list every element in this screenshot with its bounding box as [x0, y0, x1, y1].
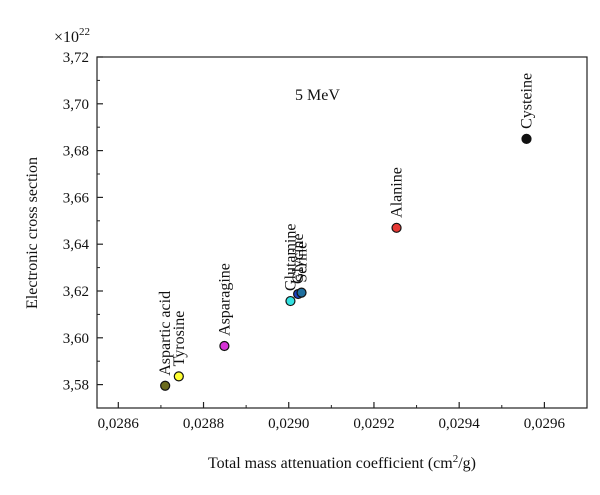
- y-multiplier-exponent: 22: [79, 26, 90, 38]
- point-tyrosine: [173, 371, 184, 382]
- y-tick-label: 3,70: [63, 97, 89, 113]
- x-tick-label: 0,0288: [183, 416, 224, 432]
- plot-frame: [96, 56, 588, 409]
- point-asparagine: [219, 340, 230, 352]
- point-label-tyrosine: Tyrosine: [171, 311, 188, 367]
- point-label-glutamine: Glutamine: [282, 224, 299, 292]
- axis-ticks: 0,0286 0,0288 0,0290 0,0292 0,0294 0,0296 3,58…: [63, 50, 566, 432]
- point-label-serine: Serine: [294, 242, 311, 283]
- energy-annotation: 5 MeV: [295, 87, 340, 104]
- y-axis-title: Electronic cross section: [24, 157, 41, 309]
- y-tick-label: 3,72: [63, 50, 89, 66]
- x-tick-label: 0,0296: [524, 416, 566, 432]
- x-tick-label: 0,0286: [98, 416, 140, 432]
- point-cysteine: [521, 133, 532, 144]
- point-serine: [296, 287, 307, 298]
- x-axis-title-suffix: /g): [458, 455, 476, 472]
- point-label-cysteine: Cysteine: [518, 73, 535, 129]
- x-tick-label: 0,0292: [353, 416, 394, 432]
- point-label-alanine: Alanine: [389, 167, 406, 218]
- y-tick-label: 3,64: [63, 237, 90, 253]
- x-axis-title-superscript: 2: [453, 453, 459, 465]
- x-tick-label: 0,0290: [268, 416, 309, 432]
- y-tick-label: 3,60: [63, 331, 89, 347]
- y-multiplier: ×1022: [54, 26, 90, 46]
- x-axis-title: Total mass attenuation coefficient (cm2/…: [208, 453, 476, 472]
- point-aspartic-acid: [160, 380, 171, 391]
- point-glutamine: [285, 295, 296, 307]
- point-label-aspartic-acid: Aspartic acid: [157, 291, 174, 376]
- point-label-glycine: Glycine: [290, 233, 307, 284]
- x-tick-label: 0,0294: [439, 416, 481, 432]
- y-tick-label: 3,68: [63, 144, 89, 160]
- y-tick-label: 3,58: [63, 378, 89, 394]
- y-tick-label: 3,62: [63, 284, 89, 300]
- x-axis-title-main: Total mass attenuation coefficient (cm: [208, 455, 453, 472]
- point-label-asparagine: Asparagine: [216, 263, 233, 336]
- y-tick-label: 3,66: [63, 190, 90, 206]
- point-alanine: [391, 222, 402, 233]
